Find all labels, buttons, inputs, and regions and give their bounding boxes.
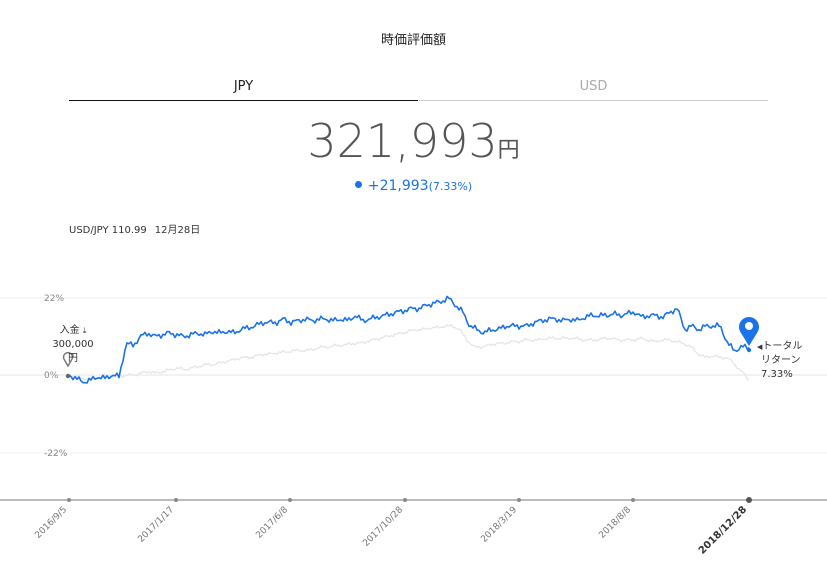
change-dot-icon: [354, 181, 362, 188]
x-tick-dot: [403, 498, 407, 502]
total-return-line2: リターン: [761, 355, 801, 366]
rate-date: 12月28日: [154, 225, 201, 236]
exchange-rate: USD/JPY 110.99 12月28日: [69, 221, 208, 236]
x-tick-dot: [288, 498, 292, 502]
total-return-line1: トータル: [762, 341, 803, 352]
valuation-change: +21,993(7.33%): [0, 178, 827, 194]
x-tick-label: 2017/1/17: [136, 505, 176, 545]
caret-left-icon: ◀: [757, 343, 763, 351]
x-tick-label: 2017/10/28: [361, 505, 405, 549]
x-tick-label: 2018/3/19: [479, 505, 519, 545]
total-return-value: 7.33%: [761, 369, 793, 380]
deposit-point: [65, 373, 71, 379]
download-icon: ⤓: [82, 326, 87, 335]
change-percent: (7.33%): [428, 180, 473, 193]
x-tick-label: 2018/12/28: [697, 504, 749, 556]
x-tick-label: 2016/9/5: [33, 505, 69, 541]
x-tick-dot: [517, 498, 521, 502]
deposit-text: 入金: [59, 325, 80, 336]
deposit-amount: 300,000円: [52, 339, 94, 364]
x-tick-dot: [631, 498, 635, 502]
current-point: [746, 347, 752, 353]
x-tick-dot: [746, 497, 752, 503]
benchmark-line: [68, 323, 750, 381]
valuation-number: 321,993: [307, 114, 498, 168]
current-location-pin-icon: [739, 317, 759, 346]
change-amount: +21,993: [367, 178, 429, 194]
valuation-unit: 円: [497, 138, 520, 163]
x-tick-label: 2017/6/8: [254, 505, 290, 541]
valuation-amount: 321,993円: [0, 114, 827, 168]
deposit-label: 入金 ⤓ 300,000円: [49, 324, 97, 366]
tab-jpy[interactable]: JPY: [69, 79, 418, 101]
tab-usd[interactable]: USD: [419, 79, 768, 101]
y-tick-label: 22%: [44, 294, 64, 304]
y-tick-label: 0%: [44, 371, 59, 381]
y-tick-label: -22%: [44, 449, 68, 459]
x-tick-dot: [67, 498, 71, 502]
x-tick-dot: [174, 498, 178, 502]
deposit-pin-icon: [62, 351, 74, 368]
portfolio-line: [68, 295, 750, 384]
currency-tabs: JPY USD: [69, 79, 768, 101]
total-return-label: ◀トータル リターン 7.33%: [757, 340, 817, 382]
page-title: 時価評価額: [380, 33, 446, 48]
x-tick-label: 2018/8/8: [597, 505, 633, 541]
rate-pair: USD/JPY 110.99: [69, 225, 147, 236]
